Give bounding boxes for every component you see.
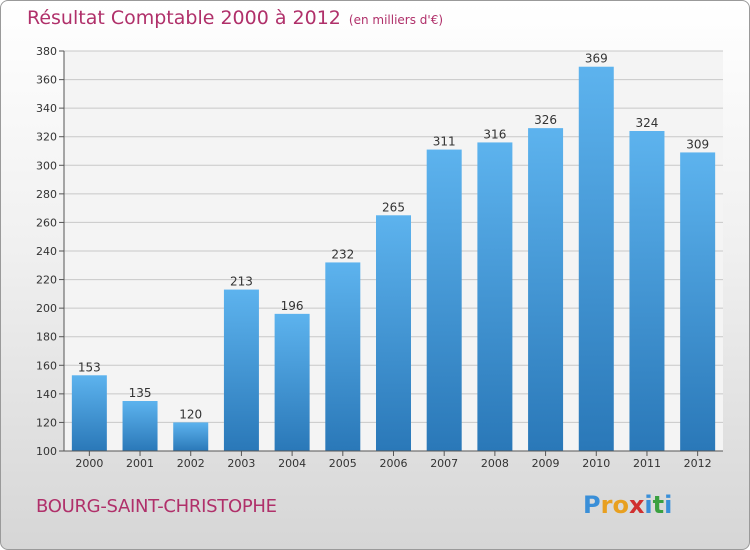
y-tick-label: 220	[36, 274, 57, 287]
x-tick-label: 2006	[380, 457, 408, 470]
y-tick-label: 180	[36, 331, 57, 344]
x-tick-label: 2003	[227, 457, 255, 470]
y-tick-label: 100	[36, 445, 57, 458]
bar-value-label: 265	[382, 200, 405, 214]
chart-title-main: Résultat Comptable 2000 à 2012	[27, 7, 341, 29]
bar	[426, 149, 462, 452]
bars	[71, 66, 716, 452]
logo-letter: i	[664, 491, 673, 519]
location-name: BOURG-SAINT-CHRISTOPHE	[36, 496, 277, 517]
y-tick-label: 200	[36, 302, 57, 315]
bar	[528, 128, 564, 451]
y-tick-label: 360	[36, 74, 57, 87]
x-tick-label: 2005	[329, 457, 357, 470]
x-tick-label: 2012	[684, 457, 712, 470]
bar	[578, 66, 614, 451]
bar	[223, 289, 259, 451]
x-tick-label: 2002	[177, 457, 205, 470]
bar	[376, 215, 411, 451]
proxiti-logo: Proxiti	[583, 491, 672, 519]
bar	[173, 422, 209, 451]
logo-letter: o	[612, 491, 629, 519]
bar-value-label: 120	[179, 407, 202, 421]
y-tick-label: 260	[36, 216, 57, 229]
y-tick-label: 280	[36, 188, 57, 201]
bar-value-label: 369	[585, 52, 608, 66]
y-tick-label: 240	[36, 245, 57, 258]
axes: 100 120 140 160 180 200 220 240 260 280 300 320 340 3…	[36, 45, 723, 470]
x-tick-label: 2004	[278, 457, 306, 470]
y-tick-label: 160	[36, 359, 57, 372]
bar	[629, 131, 665, 451]
y-tick-label: 320	[36, 131, 57, 144]
logo-letter: x	[628, 491, 645, 519]
y-tick-label: 380	[36, 45, 57, 58]
bar-value-label: 309	[686, 137, 709, 151]
bar	[122, 401, 158, 451]
bar	[274, 313, 310, 451]
bar-value-label: 326	[534, 113, 557, 127]
bar-value-label: 324	[636, 116, 659, 130]
bar	[325, 262, 361, 451]
bar-value-label: 213	[230, 275, 253, 289]
y-tick-label: 120	[36, 416, 57, 429]
bar-value-label: 316	[483, 127, 506, 141]
x-tick-label: 2009	[532, 457, 560, 470]
bar	[477, 142, 513, 451]
x-tick-label: 2008	[481, 457, 509, 470]
x-tick-label: 2001	[126, 457, 154, 470]
bar-value-label: 153	[78, 360, 101, 374]
bar	[71, 375, 107, 451]
bar-value-label: 311	[433, 135, 456, 149]
logo-letter: P	[583, 491, 601, 519]
y-tick-label: 340	[36, 102, 57, 115]
logo-letter: i	[644, 491, 653, 519]
y-tick-label: 140	[36, 388, 57, 401]
bar-value-label: 135	[129, 386, 152, 400]
x-tick-label: 2010	[582, 457, 610, 470]
x-tick-label: 2007	[430, 457, 458, 470]
bar-value-label: 232	[331, 247, 354, 261]
chart-title: Résultat Comptable 2000 à 2012 (en millie…	[27, 7, 443, 29]
data-labels: 153 135 120 213 196 232 265 311 316 326 369 324 309	[78, 52, 709, 422]
logo-letter: r	[600, 491, 613, 519]
x-tick-label: 2000	[75, 457, 103, 470]
chart-title-unit: (en milliers d'€)	[348, 13, 444, 27]
bar-value-label: 196	[281, 299, 304, 313]
logo-letter: t	[652, 491, 665, 519]
bar	[680, 152, 716, 451]
y-tick-label: 300	[36, 159, 57, 172]
x-tick-label: 2011	[633, 457, 661, 470]
